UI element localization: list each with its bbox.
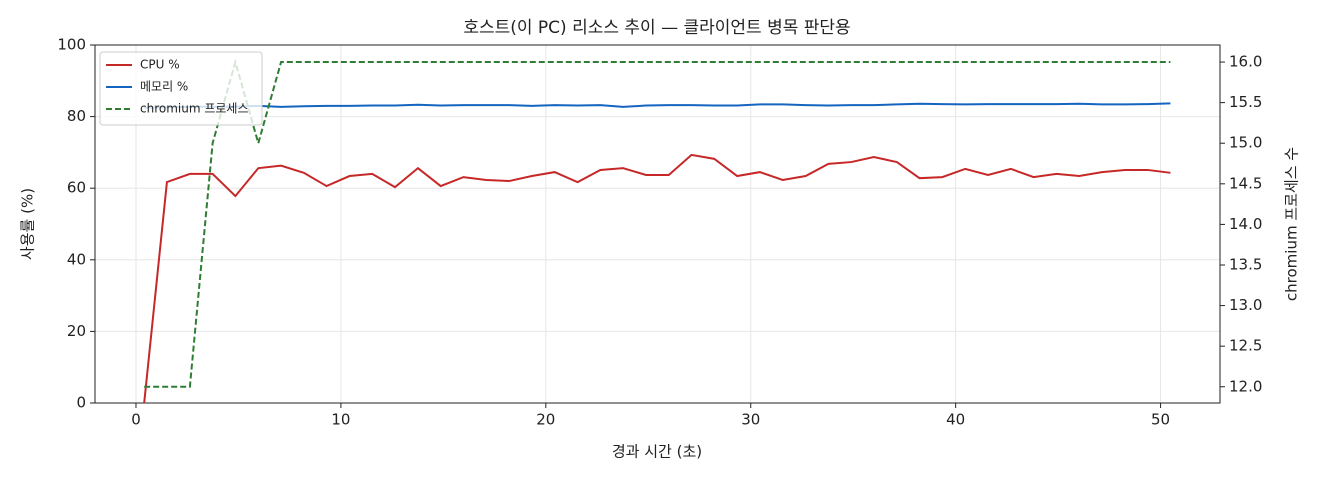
y2-axis-label: chromium 프로세스 수 <box>1283 147 1301 301</box>
x-tick-label: 20 <box>536 411 555 429</box>
y2-tick-label: 14.0 <box>1229 215 1262 233</box>
legend-label: chromium 프로세스 <box>140 102 249 116</box>
y-tick-label: 100 <box>57 36 86 54</box>
x-tick-label: 40 <box>946 411 965 429</box>
y2-tick-label: 13.5 <box>1229 255 1262 273</box>
y-axis-label: 사용률 (%) <box>19 188 37 260</box>
legend-label: CPU % <box>140 58 180 72</box>
legend-label: 메모리 % <box>140 80 188 94</box>
x-tick-label: 30 <box>741 411 760 429</box>
y2-tick-label: 12.5 <box>1229 337 1262 355</box>
y2-tick-label: 12.0 <box>1229 377 1262 395</box>
y2-tick-label: 16.0 <box>1229 53 1262 71</box>
y2-tick-label: 15.0 <box>1229 134 1262 152</box>
y-tick-label: 60 <box>67 179 86 197</box>
chart-title: 호스트(이 PC) 리소스 추이 — 클라이언트 병목 판단용 <box>463 18 850 38</box>
y-tick-label: 80 <box>67 107 86 125</box>
plot-frame <box>94 44 1221 404</box>
series-line <box>144 58 1171 388</box>
legend-box <box>99 51 263 126</box>
series-line <box>144 102 1171 109</box>
y2-tick-label: 15.5 <box>1229 93 1262 111</box>
y2-tick-label: 14.5 <box>1229 174 1262 192</box>
x-tick-label: 0 <box>131 411 141 429</box>
y-tick-label: 20 <box>67 322 86 340</box>
y-tick-label: 40 <box>67 250 86 268</box>
x-tick-label: 10 <box>331 411 350 429</box>
series-line <box>143 153 1171 404</box>
y2-tick-label: 13.0 <box>1229 296 1262 314</box>
x-axis-label: 경과 시간 (초) <box>612 443 702 461</box>
x-tick-label: 50 <box>1151 411 1170 429</box>
y-tick-label: 0 <box>76 394 86 412</box>
